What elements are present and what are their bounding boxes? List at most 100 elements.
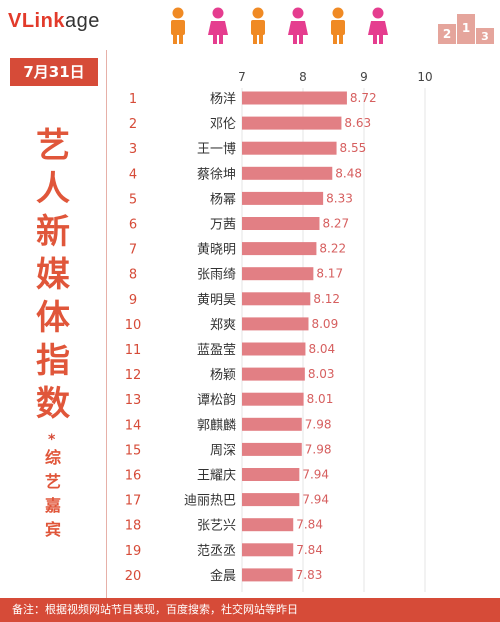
score-label: 8.48	[335, 166, 362, 180]
score-label: 7.98	[305, 442, 332, 456]
score-bar	[242, 342, 306, 356]
logo-rest: age	[64, 10, 100, 32]
sidebar	[0, 50, 106, 598]
vertical-title: 艺人新媒体指数	[36, 126, 70, 424]
logo-highlight: VLink	[8, 10, 65, 32]
score-bar	[242, 392, 304, 406]
rank-number: 6	[129, 218, 137, 233]
podium-block-1	[457, 14, 475, 44]
artist-name: 蓝盈莹	[197, 343, 236, 358]
rank-number: 4	[129, 167, 137, 182]
score-bar	[242, 292, 311, 306]
x-tick-label: 8	[299, 70, 307, 84]
score-label: 8.03	[308, 367, 335, 381]
score-label: 8.63	[344, 116, 371, 130]
score-label: 8.72	[350, 91, 377, 105]
artist-name: 张雨绮	[197, 268, 236, 283]
rank-number: 8	[129, 268, 137, 283]
score-bar	[242, 442, 302, 456]
artist-name: 迪丽热巴	[184, 494, 236, 509]
artist-name: 谭松韵	[197, 393, 236, 408]
rank-number: 2	[129, 117, 137, 132]
artist-name: 范丞丞	[197, 544, 236, 559]
score-bar	[242, 367, 305, 381]
rank-number: 18	[125, 519, 142, 534]
score-label: 7.84	[296, 543, 323, 557]
score-label: 8.04	[308, 342, 335, 356]
female-figure-icon	[368, 7, 388, 44]
podium-digit-2: 2	[443, 27, 451, 41]
score-bar	[242, 568, 293, 582]
artist-name: 黄晓明	[197, 243, 236, 258]
rank-number: 10	[125, 318, 142, 333]
podium-digit-3: 3	[481, 30, 489, 43]
score-bar	[242, 468, 300, 481]
artist-name: 杨幂	[210, 192, 236, 207]
podium-block-2	[438, 24, 456, 44]
artist-name: 万茜	[210, 218, 236, 233]
sidebar-divider	[106, 50, 107, 598]
artist-name: 杨颖	[210, 368, 236, 383]
people-figures	[160, 5, 400, 49]
score-label: 7.94	[302, 468, 329, 482]
score-bar	[242, 267, 314, 281]
header-bar: VLinkage 2 1 3	[0, 0, 500, 50]
rank-number: 20	[125, 569, 142, 584]
artist-name: 郑爽	[210, 318, 236, 333]
x-tick-label: 7	[238, 70, 246, 84]
score-bar	[242, 417, 302, 431]
score-label: 8.22	[319, 242, 346, 256]
score-label: 8.33	[326, 191, 353, 205]
score-label: 7.94	[302, 493, 329, 507]
rank-number: 12	[125, 368, 142, 383]
score-label: 7.98	[305, 417, 332, 431]
rank-number: 14	[125, 418, 142, 433]
artist-name: 郭麒麟	[197, 417, 236, 433]
rank-number: 16	[125, 469, 142, 484]
footer-note: 备注：根据视频网站节目表现，百度搜索，社交网站等昨日	[0, 598, 500, 622]
podium-block-3	[476, 28, 494, 44]
ranking-chart: 7 8 9 10 1 杨洋 8.72 2 邓伦 8.63 3 王一博 8.55 4 蔡徐坤 8.48 5 杨幂 8…	[125, 70, 433, 592]
score-label: 8.09	[311, 317, 338, 331]
rank-number: 15	[125, 443, 142, 458]
rank-number: 13	[125, 393, 142, 408]
brand-logo: VLinkage	[8, 10, 100, 33]
score-bar	[242, 317, 309, 331]
rank-number: 9	[129, 293, 137, 308]
score-bar	[242, 242, 317, 256]
score-bar	[242, 116, 342, 130]
podium-icon: 2 1 3	[436, 10, 500, 50]
people-icons	[171, 7, 388, 44]
artist-name: 黄明昊	[197, 293, 236, 308]
score-label: 8.17	[316, 267, 343, 281]
score-bar	[242, 191, 324, 205]
artist-name: 金晨	[210, 568, 236, 584]
score-label: 8.27	[322, 217, 349, 231]
score-label: 8.55	[340, 141, 367, 155]
rank-number: 7	[129, 243, 137, 258]
female-figure-icon	[208, 7, 228, 44]
score-label: 8.12	[313, 292, 340, 306]
rank-number: 5	[129, 192, 137, 207]
rank-number: 19	[125, 544, 142, 559]
score-label: 8.01	[307, 392, 334, 406]
artist-name: 张艺兴	[197, 519, 236, 534]
score-bar	[242, 543, 294, 557]
x-tick-label: 10	[417, 70, 432, 84]
artist-name: 王一博	[197, 142, 236, 157]
score-bar	[242, 166, 333, 180]
rank-number: 17	[125, 494, 142, 509]
rank-number: 11	[125, 343, 142, 358]
score-bar	[242, 217, 320, 230]
rank-number: 3	[129, 142, 137, 157]
score-label: 7.84	[296, 518, 323, 532]
male-figure-icon	[171, 7, 185, 44]
vertical-subtitle: 综艺嘉宾	[44, 448, 61, 539]
artist-name: 杨洋	[210, 92, 236, 107]
title-marker: *	[48, 432, 56, 448]
artist-name: 王耀庆	[197, 469, 236, 484]
x-tick-label: 9	[360, 70, 368, 84]
date-badge: 7月31日	[10, 58, 98, 86]
artist-name: 蔡徐坤	[197, 167, 236, 182]
score-bar	[242, 518, 294, 532]
